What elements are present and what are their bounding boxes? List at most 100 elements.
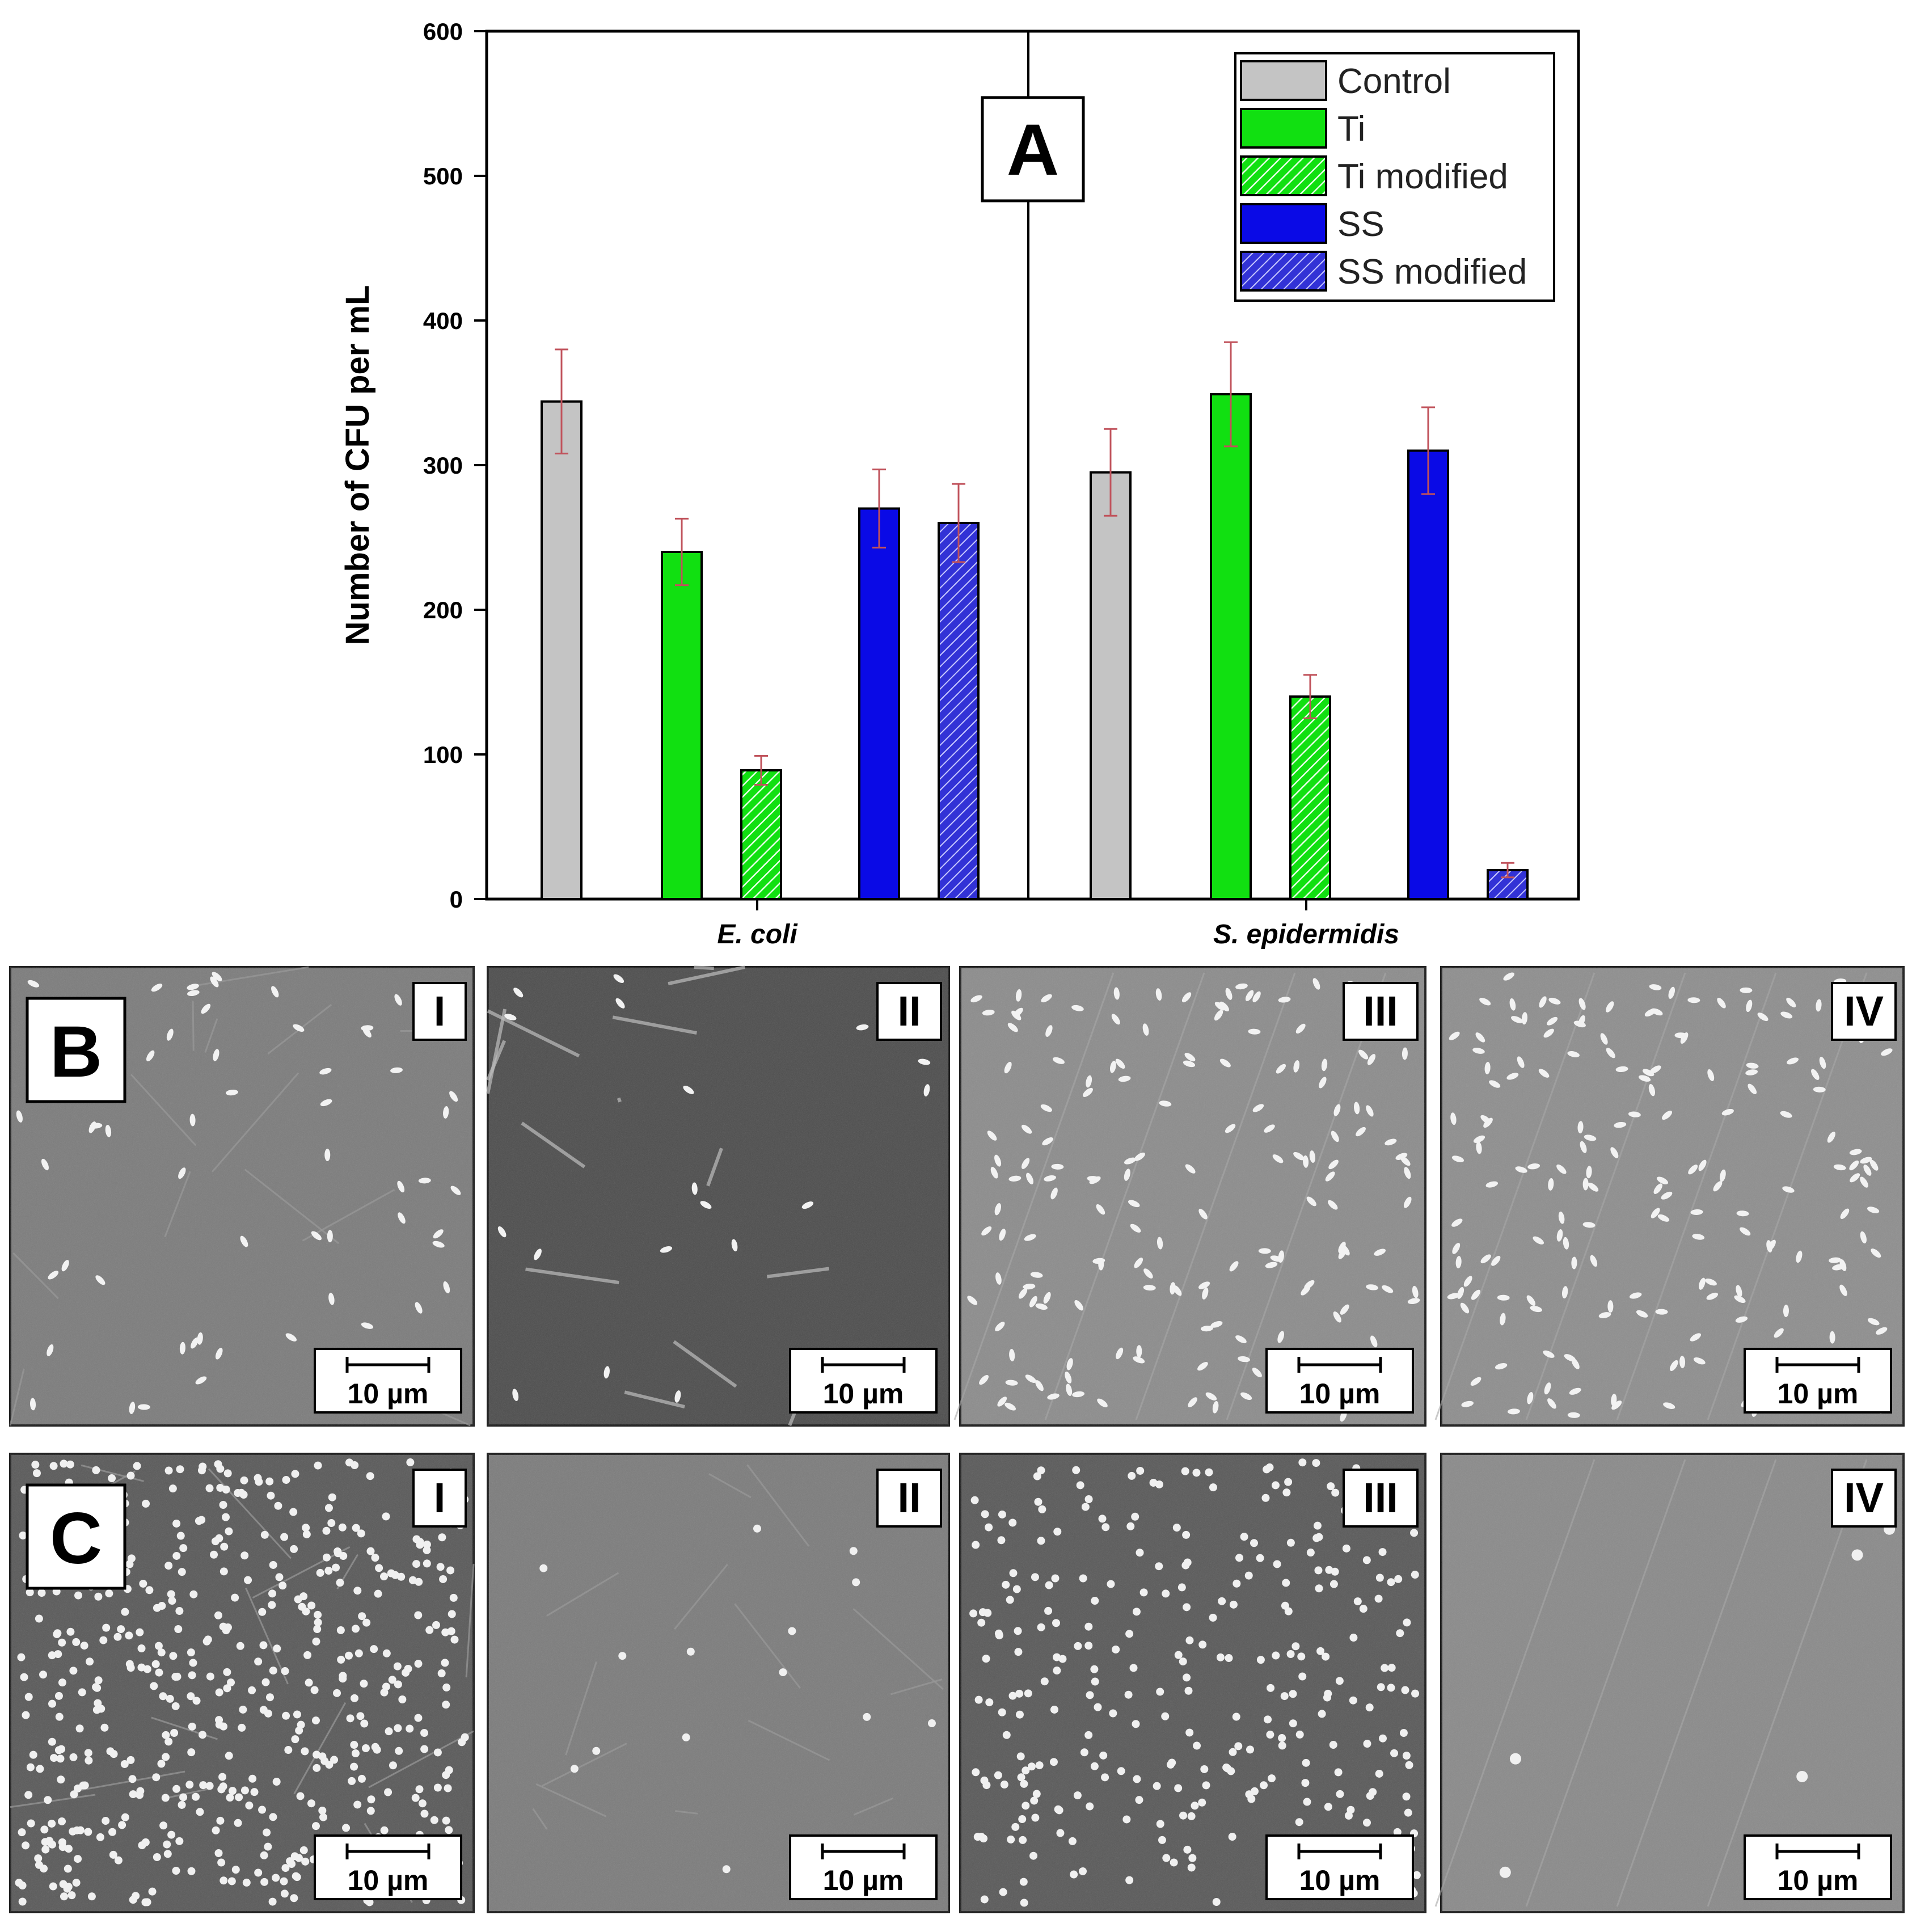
bacterium [1651, 1208, 1660, 1218]
bacterium [48, 1819, 56, 1828]
bacterium [1212, 1897, 1221, 1906]
bacterium [1084, 1642, 1093, 1650]
bacterium [319, 1068, 332, 1075]
bacterium [307, 1799, 315, 1808]
grain-boundary [708, 1473, 752, 1499]
bacterium [166, 1028, 174, 1041]
bacterium [146, 1050, 155, 1062]
bacterium [187, 1867, 196, 1875]
bacterium [1312, 1459, 1320, 1467]
bacterium [280, 1533, 289, 1541]
bacterium [1484, 1061, 1491, 1074]
bacterium [1174, 1784, 1183, 1792]
bacterium [414, 1714, 423, 1722]
bacterium [74, 1855, 82, 1863]
bacterium [328, 1292, 335, 1305]
bacterium [1098, 1515, 1107, 1523]
bacterium [1136, 1466, 1145, 1475]
bacterium [1577, 1121, 1584, 1134]
bacterium [1136, 1345, 1142, 1358]
bacterium [291, 1735, 299, 1744]
bacterium [570, 1765, 579, 1773]
bacterium [1336, 1790, 1344, 1798]
bacterium [990, 1167, 998, 1179]
bacterium [592, 1747, 601, 1755]
bacterium [178, 1568, 186, 1576]
bacterium [34, 1854, 43, 1863]
bacterium [1607, 1300, 1614, 1313]
bacterium [1166, 1760, 1175, 1769]
bacterium [151, 1660, 160, 1668]
bacterium [722, 1865, 731, 1874]
bacterium [779, 1668, 787, 1677]
bacterium [1578, 998, 1586, 1010]
bacterium [1527, 1163, 1540, 1170]
bacterium [153, 1853, 161, 1862]
bacterium [295, 1726, 303, 1735]
bacterium [202, 1637, 211, 1646]
panel-numeral-box [1831, 982, 1897, 1041]
bacterium [1209, 1613, 1217, 1622]
bacterium [105, 1124, 112, 1137]
bacterium [1090, 1762, 1099, 1770]
bacterium [1086, 1075, 1092, 1088]
y-tick-label: 500 [423, 163, 463, 189]
bacterium [1022, 1766, 1030, 1775]
bacterium [1735, 1316, 1748, 1323]
bacterium [195, 1376, 207, 1385]
bacterium [970, 1496, 979, 1504]
bacterium [788, 1627, 796, 1635]
bacterium [49, 1882, 57, 1891]
bacterium [1040, 1104, 1052, 1112]
bacterium [1860, 1157, 1872, 1164]
bacterium [1090, 1665, 1099, 1673]
bacterium [1025, 1374, 1036, 1383]
bacterium [1366, 1284, 1379, 1290]
bacterium [1860, 1231, 1867, 1244]
bacterium [205, 1484, 214, 1492]
bacterium [1503, 972, 1514, 981]
grain-boundary [10, 1794, 96, 1808]
bacterium [1065, 1371, 1072, 1383]
bacterium [1497, 1294, 1510, 1301]
bacterium [1322, 1652, 1330, 1661]
bacterium [1787, 1057, 1799, 1065]
bacterium [18, 1828, 26, 1837]
bacterium [318, 1806, 327, 1815]
bacterium [1649, 984, 1662, 990]
bacterium [148, 1887, 157, 1896]
bacterium [1260, 1781, 1268, 1790]
bacterium [1252, 991, 1261, 1003]
bacterium [1713, 1181, 1723, 1192]
bacterium [206, 1672, 214, 1681]
bacterium [1004, 1061, 1012, 1074]
bacterium [660, 1246, 673, 1253]
panel-label-b-box: B [26, 997, 126, 1103]
bacterium [1053, 1057, 1065, 1064]
bacterium [109, 1850, 117, 1859]
bacterium [1863, 1165, 1872, 1176]
bacterium [856, 1024, 869, 1031]
bacterium [1636, 1310, 1648, 1318]
bacterium [1657, 1214, 1670, 1222]
bacterium [412, 1560, 421, 1568]
bacterium [1107, 1580, 1115, 1588]
bacterium [1038, 1505, 1046, 1513]
bacterium [1265, 1463, 1274, 1471]
panel-label-c: C [50, 1498, 102, 1579]
bacterium [307, 1601, 316, 1610]
bacterium [450, 1186, 461, 1195]
bacterium [164, 1562, 173, 1570]
bacterium [179, 1342, 185, 1355]
bacterium [1228, 1833, 1236, 1841]
bacterium [1329, 1580, 1338, 1588]
bacterium [1399, 1729, 1408, 1737]
bacterium [197, 1332, 203, 1345]
bacterium [137, 1644, 146, 1653]
bacterium [282, 1711, 290, 1720]
bacterium [981, 1510, 989, 1518]
bacterium [1021, 1158, 1030, 1169]
bacterium [448, 1610, 456, 1618]
bacterium [1567, 1051, 1580, 1057]
bacterium [37, 1589, 46, 1597]
